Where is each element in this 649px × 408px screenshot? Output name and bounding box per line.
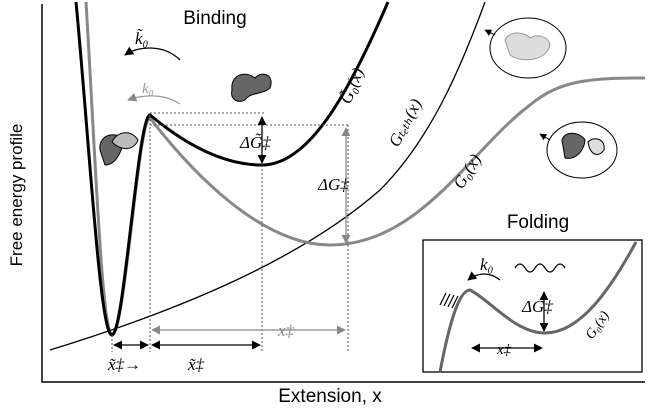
title: Binding: [183, 8, 246, 29]
diagram: Free energy profile Extension, x Binding…: [0, 0, 649, 408]
barrier-label: ΔG̃‡: [239, 133, 271, 152]
tether-curve: [50, 2, 485, 350]
curve-label: G̃₀(x): [336, 65, 368, 107]
barrier-label: ΔG‡: [317, 175, 349, 194]
x-axis-label: Extension, x: [278, 386, 382, 407]
rate-label: k̃₀: [135, 29, 149, 48]
guides: [112, 113, 348, 352]
inset-distance-label: x‡: [496, 342, 512, 358]
inset-title: Folding: [507, 212, 569, 233]
rate-arrow: [125, 48, 180, 60]
rate-label: k₀: [142, 81, 154, 97]
inset-barrier-label: ΔG‡: [521, 297, 553, 316]
inset-rate-label: k₀: [480, 255, 494, 274]
distance-label: x̃‡→: [107, 355, 141, 374]
y-axis-label: Free energy profile: [7, 124, 26, 267]
bound-curve: [76, 2, 388, 335]
curve-label: G₀(x): [449, 150, 485, 192]
distance-label: x̃‡: [187, 355, 205, 374]
distance-label: x‡: [277, 321, 295, 340]
rate-arrow: [128, 96, 180, 104]
